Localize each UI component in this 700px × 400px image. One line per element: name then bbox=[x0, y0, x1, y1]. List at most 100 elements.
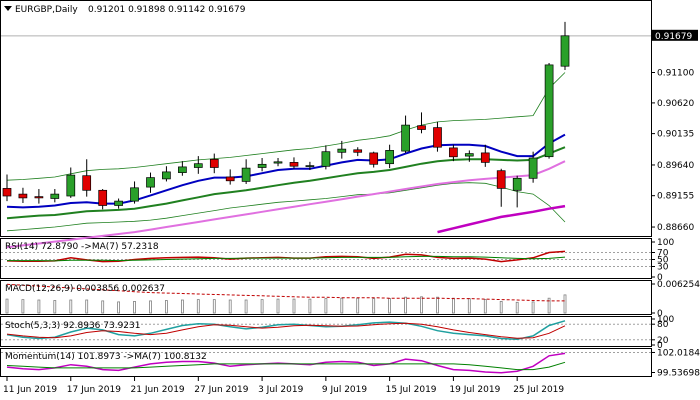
candle bbox=[337, 140, 347, 159]
candle bbox=[257, 158, 267, 172]
candle-body-bear bbox=[353, 149, 363, 153]
candle-body-bull bbox=[130, 187, 139, 202]
macd-layer: 0.006254 0 bbox=[5, 280, 700, 319]
x-tick-label: 19 Jul 2019 bbox=[449, 385, 500, 395]
candle-body-bear bbox=[34, 196, 44, 199]
x-tick-label: 9 Jul 2019 bbox=[322, 385, 367, 395]
candle bbox=[560, 21, 570, 70]
x-tick-label: 25 Jul 2019 bbox=[513, 385, 564, 395]
macd-bar bbox=[164, 300, 168, 314]
candle bbox=[401, 115, 410, 153]
rsi-tick-label: 70 bbox=[657, 249, 669, 259]
macd-bar bbox=[467, 298, 471, 314]
macd-bar bbox=[436, 296, 439, 314]
macd-bar bbox=[547, 297, 551, 314]
macd-bar bbox=[515, 301, 519, 314]
price-tick-label: 0.89155 bbox=[657, 192, 694, 202]
macd-bar bbox=[308, 298, 312, 314]
macd-bar bbox=[5, 298, 9, 314]
candle-body-bear bbox=[449, 147, 458, 158]
x-tick-label: 11 Jun 2019 bbox=[3, 385, 57, 395]
macd-bar bbox=[356, 297, 360, 314]
candle bbox=[66, 167, 76, 198]
candle-body-bull bbox=[321, 151, 331, 167]
rsi-tick-label: 0 bbox=[657, 273, 663, 283]
candle-body-bear bbox=[480, 152, 490, 163]
macd-bar bbox=[244, 299, 248, 314]
candle bbox=[512, 175, 522, 208]
macd-bar bbox=[483, 299, 487, 314]
candle-body-bull bbox=[305, 165, 315, 167]
stoch-series-line bbox=[6, 322, 566, 339]
macd-bar bbox=[180, 299, 184, 314]
candle bbox=[464, 150, 474, 162]
candle-body-bull bbox=[178, 166, 187, 173]
candle-body-bull bbox=[401, 124, 410, 152]
candle-body-bear bbox=[18, 193, 28, 199]
x-tick-label: 3 Jul 2019 bbox=[258, 385, 303, 395]
candle-body-bull bbox=[464, 153, 474, 157]
rsi-title: RSI(14) 72.8790 ->MA(7) 57.2318 bbox=[5, 242, 159, 252]
candle bbox=[417, 112, 426, 134]
rsi-tick-label: 30 bbox=[657, 263, 669, 273]
macd-bar bbox=[133, 300, 136, 314]
macd-title: MACD(12,26,9) 0.003856 0.002637 bbox=[5, 284, 165, 294]
candle-body-bear bbox=[433, 127, 442, 148]
x-tick-label: 15 Jul 2019 bbox=[386, 385, 437, 395]
macd-bar bbox=[117, 301, 120, 314]
stoch-tick-label: 20 bbox=[657, 336, 669, 346]
price-tick-label: 0.91100 bbox=[657, 69, 694, 79]
candle-body-bear bbox=[496, 170, 506, 189]
candle-body-bull bbox=[512, 177, 522, 191]
macd-pane bbox=[0, 280, 652, 315]
candle-body-bull bbox=[385, 150, 394, 165]
price-tick-label: 0.89640 bbox=[657, 161, 694, 171]
macd-signal-line bbox=[6, 283, 565, 302]
macd-bar bbox=[499, 300, 503, 314]
current-price-label: 0.91679 bbox=[655, 32, 692, 42]
candle bbox=[2, 174, 12, 202]
x-tick-label: 21 Jun 2019 bbox=[131, 385, 185, 395]
candle bbox=[162, 166, 171, 182]
candle bbox=[305, 161, 315, 171]
candle bbox=[178, 161, 187, 176]
candle bbox=[114, 198, 123, 209]
candle bbox=[50, 189, 60, 203]
bollinger-upper-line bbox=[6, 72, 566, 181]
candle bbox=[130, 181, 139, 204]
price-tick-label: 0.90135 bbox=[657, 130, 694, 140]
candle-body-bear bbox=[82, 175, 92, 191]
stoch-tick-label: 80 bbox=[657, 320, 669, 330]
sma-green-line bbox=[6, 146, 566, 220]
macd-tick-label: 0.006254 bbox=[657, 280, 700, 290]
x-tick-label: 17 Jun 2019 bbox=[67, 385, 121, 395]
rsi-tick-label: 50 bbox=[657, 256, 669, 266]
macd-bar bbox=[388, 298, 392, 314]
stoch-tick-label: 100 bbox=[657, 315, 674, 325]
candle-body-bull bbox=[257, 163, 267, 168]
candle bbox=[544, 63, 554, 159]
candle-body-bull bbox=[146, 177, 155, 188]
macd-bar bbox=[260, 299, 264, 314]
macd-bar bbox=[53, 300, 57, 314]
collapse-triangle-icon[interactable] bbox=[4, 6, 12, 11]
candle-body-bull bbox=[273, 161, 283, 164]
candle-body-bear bbox=[98, 189, 108, 206]
momentum-tick-label: 99.53698 bbox=[657, 369, 700, 379]
candle bbox=[146, 172, 155, 193]
bollinger-lower-line bbox=[6, 182, 566, 232]
candle-body-bull bbox=[544, 64, 554, 158]
candle bbox=[98, 189, 108, 210]
candle bbox=[496, 168, 506, 207]
price-pane bbox=[0, 0, 652, 237]
current-price-badge bbox=[652, 29, 698, 41]
price-tick-label: 0.90620 bbox=[657, 99, 694, 109]
candle-body-bear bbox=[2, 188, 12, 197]
axis-layer: 0.91100 0.90620 0.90135 0.89640 0.89155 0.886… bbox=[3, 69, 694, 396]
momentum-layer: 102.0184 99.53698 bbox=[1, 349, 700, 379]
candle bbox=[480, 144, 490, 167]
lower-magenta-line bbox=[437, 204, 566, 234]
